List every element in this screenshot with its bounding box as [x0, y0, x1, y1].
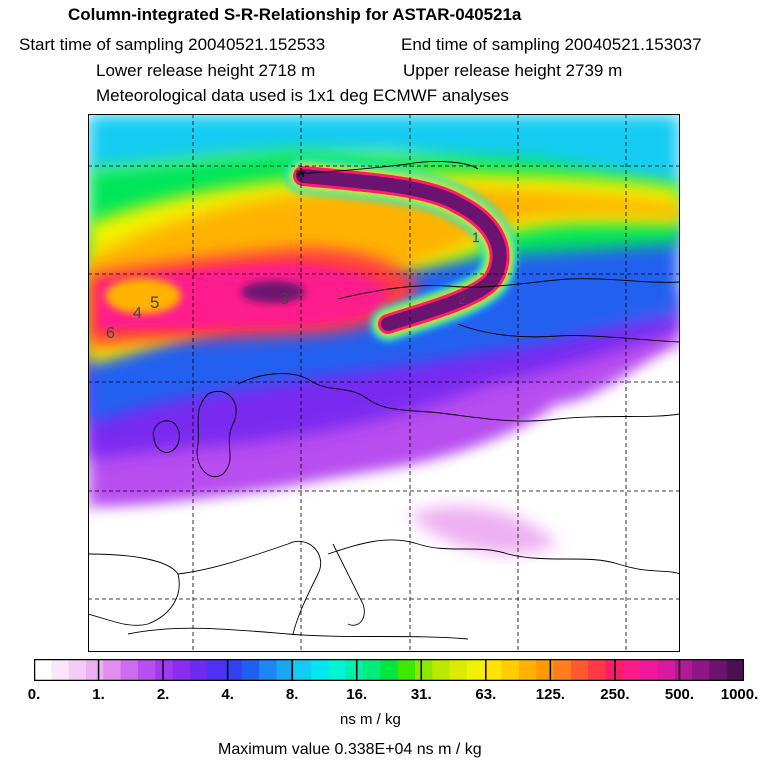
colorbar-tick-label: 500.: [664, 686, 695, 703]
colorbar-cell: [553, 659, 572, 681]
start-time-label: Start time of sampling 20040521.152533: [19, 35, 326, 54]
coast-italy: [332, 543, 365, 626]
colorbar-cell: [432, 659, 451, 681]
colorbar-cell: [449, 659, 468, 681]
field-dark-spot: [241, 281, 305, 303]
day-label-1: 1: [472, 229, 480, 245]
coast-baltic: [457, 323, 680, 343]
field-clear-south: [88, 354, 680, 652]
colorbar-tick-label: 1000.: [720, 686, 759, 703]
day-label-2: 2: [458, 291, 466, 307]
colorbar-tick-label: 16.: [346, 686, 368, 703]
colorbar-cell: [103, 659, 122, 681]
colorbar-cell: [241, 659, 260, 681]
colorbar-tick-label: 31.: [410, 686, 432, 703]
met-data-label: Meteorological data used is 1x1 deg ECMW…: [96, 86, 509, 105]
colorbar-cell: [518, 659, 537, 681]
coastlines: [88, 161, 680, 640]
colorbar-tick-label: 1.: [92, 686, 105, 703]
end-time-label: End time of sampling 20040521.153037: [401, 35, 702, 54]
colorbar-cell: [311, 659, 329, 681]
colorbar-cell: [674, 659, 693, 681]
colorbar-cell: [293, 659, 312, 681]
colorbar-cell: [726, 659, 744, 681]
day-label-6: 6: [106, 325, 115, 342]
plume-core: [296, 169, 507, 331]
day-label-5: 5: [150, 293, 159, 312]
plot-title: Column-integrated S-R-Relationship for A…: [68, 5, 522, 24]
release-marker: *: [296, 162, 306, 192]
colorbar-cell: [363, 659, 381, 681]
colorbar-cell: [588, 659, 607, 681]
colorbar-tick-label: 250.: [600, 686, 630, 703]
colorbar-cell: [657, 659, 676, 681]
concentration-map: * 1 2 3 4 5 6: [88, 114, 680, 652]
coast-iberia: [88, 553, 180, 626]
colorbar-cells: [34, 659, 744, 681]
colorbar-tick-label: 4.: [221, 686, 234, 703]
colorbar-tick-label: 8.: [285, 686, 299, 703]
colorbar-cell: [51, 659, 70, 681]
lower-release-label: Lower release height 2718 m: [96, 61, 316, 80]
colorbar-cell: [380, 659, 399, 681]
max-value-label: Maximum value 0.338E+04 ns m / kg: [218, 741, 482, 758]
colorbar-cell: [34, 659, 52, 681]
colorbar-cell: [570, 659, 589, 681]
colorbar-tick-label: 125.: [535, 686, 565, 703]
colorbar-cell: [709, 659, 728, 681]
colorbar-cell: [501, 659, 520, 681]
colorbar-cell: [414, 659, 433, 681]
coast-scandinavia: [337, 278, 680, 300]
colorbar-units: ns m / kg: [340, 711, 401, 728]
colorbar-frame: [34, 659, 744, 681]
colorbar-tick-label: 63.: [475, 686, 497, 703]
colorbar-cell: [155, 659, 174, 681]
field-orange-blob: [105, 278, 181, 314]
colorbar-cell: [85, 659, 104, 681]
colorbar-cell: [692, 659, 710, 681]
colorbar-dividers: [97, 659, 681, 681]
field-layers: [88, 114, 680, 652]
field-magenta-lobe: [98, 264, 388, 329]
colorbar-cell: [640, 659, 659, 681]
day-label-3: 3: [280, 291, 289, 308]
colorbar-tick-label: 0.: [27, 686, 41, 703]
colorbar-cell: [276, 659, 295, 681]
coast-africa: [127, 627, 469, 640]
colorbar-cell: [484, 659, 503, 681]
colorbar-cell: [120, 659, 139, 681]
colorbar-cell: [259, 659, 278, 681]
map-frame: [88, 114, 680, 652]
colorbar-cell: [397, 659, 416, 681]
colorbar-cell: [172, 659, 191, 681]
colorbar-cell: [536, 659, 555, 681]
colorbar: [34, 659, 744, 681]
field-lilac-patches: [408, 505, 558, 554]
colorbar-cell: [466, 659, 485, 681]
colorbar-cell: [345, 659, 364, 681]
day-label-4: 4: [133, 305, 142, 322]
colorbar-cell: [328, 659, 347, 681]
colorbar-cell: [68, 659, 87, 681]
coast-british-isles: [196, 390, 237, 477]
coast-ireland: [152, 420, 180, 453]
colorbar-cell: [622, 659, 641, 681]
colorbar-cell: [224, 659, 243, 681]
coast-north-europe: [237, 373, 680, 422]
lat-lon-grid: [88, 114, 680, 652]
colorbar-cell: [207, 659, 226, 681]
upper-release-label: Upper release height 2739 m: [403, 61, 623, 80]
coast-mediterranean: [177, 539, 680, 635]
colorbar-cell: [189, 659, 208, 681]
colorbar-cell: [137, 659, 156, 681]
colorbar-tick-label: 2.: [156, 686, 170, 703]
coast-greenland: [295, 161, 479, 175]
